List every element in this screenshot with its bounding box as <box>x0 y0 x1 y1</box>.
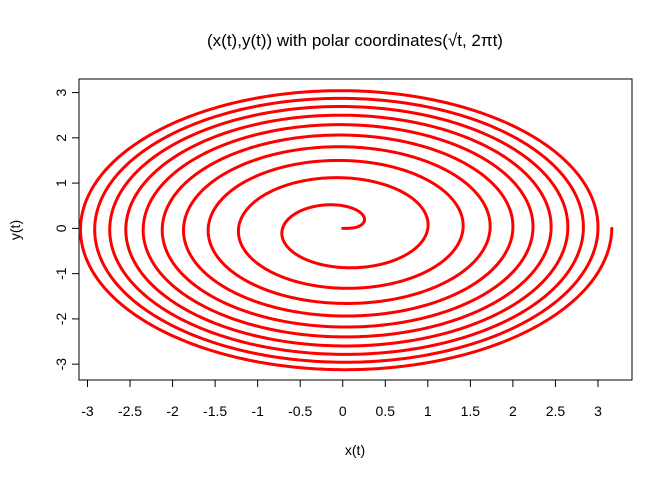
x-axis-label: x(t) <box>345 442 365 458</box>
x-tick-label: 2 <box>509 403 517 419</box>
x-axis: -3 -2.5 -2 -1.5 -1 -0.5 0 0.5 1 1.5 2 2.5 3 <box>81 379 602 419</box>
x-tick-label: 0.5 <box>376 403 396 419</box>
x-tick-label: -3 <box>81 403 94 419</box>
x-tick-label: 3 <box>594 403 602 419</box>
x-tick-label: -1 <box>251 403 264 419</box>
y-tick-label: -1 <box>53 267 69 280</box>
x-tick-label: 2.5 <box>546 403 566 419</box>
x-tick-label: -0.5 <box>288 403 312 419</box>
y-axis: -3 -2 -1 0 1 2 3 <box>53 88 80 371</box>
x-tick-label: -2 <box>166 403 179 419</box>
x-tick-label: 1.5 <box>461 403 481 419</box>
x-tick-label: 1 <box>424 403 432 419</box>
x-tick-label: -2.5 <box>118 403 142 419</box>
plot-area <box>79 89 614 372</box>
x-tick-label: 0 <box>339 403 347 419</box>
y-axis-label: y(t) <box>7 220 23 240</box>
y-tick-label: -2 <box>53 312 69 325</box>
y-tick-label: 1 <box>53 179 69 187</box>
y-tick-label: 2 <box>53 134 69 142</box>
spiral-series-line <box>79 89 614 372</box>
y-tick-label: 3 <box>53 88 69 96</box>
y-tick-label: -3 <box>53 358 69 371</box>
chart-title: (x(t),y(t)) with polar coordinates(√t, 2… <box>207 31 503 50</box>
y-tick-label: 0 <box>53 224 69 232</box>
x-tick-label: -1.5 <box>203 403 227 419</box>
